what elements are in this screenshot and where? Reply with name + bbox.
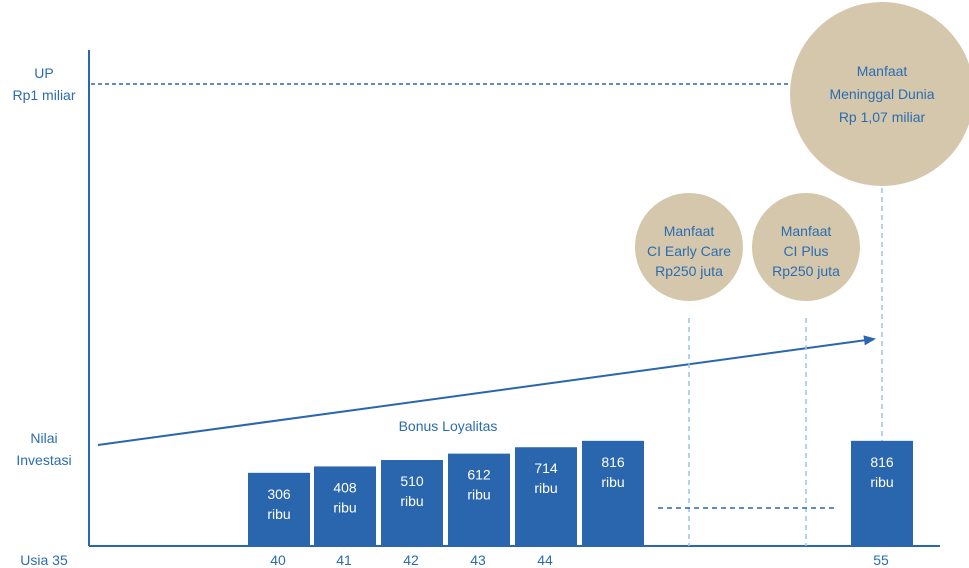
y-label-up-line1: UP bbox=[34, 65, 53, 81]
x-tick-42: 42 bbox=[403, 552, 419, 568]
bar-unit-label-40: ribu bbox=[267, 506, 290, 522]
bar-unit-label-42: ribu bbox=[400, 493, 423, 509]
bar-value-label-42: 510 bbox=[400, 473, 424, 489]
death-line3: Rp 1,07 miliar bbox=[839, 109, 926, 125]
bar-value-label-43: 612 bbox=[467, 467, 491, 483]
x-tick-43: 43 bbox=[470, 552, 486, 568]
ci-plus-line2: CI Plus bbox=[783, 243, 828, 259]
bar-value-label-40: 306 bbox=[267, 486, 291, 502]
x-tick-55: 55 bbox=[873, 552, 889, 568]
x-tick-44: 44 bbox=[537, 552, 553, 568]
death-line1: Manfaat bbox=[857, 63, 908, 79]
early-care-line2: CI Early Care bbox=[647, 243, 731, 259]
bar-unit-label-55: ribu bbox=[870, 474, 893, 490]
x-tick-41: 41 bbox=[336, 552, 352, 568]
y-label-up-line2: Rp1 miliar bbox=[12, 87, 75, 103]
y-label-nilai-line2: Investasi bbox=[16, 452, 71, 468]
x-label-start: Usia 35 bbox=[20, 552, 68, 568]
death-line2: Meninggal Dunia bbox=[829, 86, 934, 102]
bar-age-43 bbox=[448, 453, 510, 545]
bonus-title: Bonus Loyalitas bbox=[399, 418, 498, 434]
bar-value-label-55: 816 bbox=[870, 454, 894, 470]
benefit-circle-early-care: Manfaat CI Early Care Rp250 juta bbox=[635, 193, 743, 301]
bar-unit-label-41: ribu bbox=[333, 499, 356, 515]
x-tick-40: 40 bbox=[270, 552, 286, 568]
bar-age-41 bbox=[314, 466, 376, 545]
bar-value-label-41: 408 bbox=[333, 479, 357, 495]
bar-unit-label-43: ribu bbox=[467, 487, 490, 503]
ci-plus-line1: Manfaat bbox=[781, 223, 832, 239]
bar-age-42 bbox=[381, 460, 443, 545]
y-label-nilai-line1: Nilai bbox=[30, 430, 57, 446]
bar-unit-label-45: ribu bbox=[601, 474, 624, 490]
bonus-bars: 306 ribu 408 ribu 510 ribu 612 ribu 714 ribu 816 ri… bbox=[248, 440, 913, 545]
bar-value-label-44: 714 bbox=[534, 460, 558, 476]
bar-age-40 bbox=[248, 472, 310, 545]
benefit-circle-death: Manfaat Meninggal Dunia Rp 1,07 miliar bbox=[790, 2, 969, 186]
bar-age-45 bbox=[582, 440, 644, 545]
early-care-line1: Manfaat bbox=[664, 223, 715, 239]
bar-age-44 bbox=[515, 447, 577, 545]
early-care-line3: Rp250 juta bbox=[655, 263, 723, 279]
bar-age-55 bbox=[851, 440, 913, 545]
bar-value-label-45: 816 bbox=[601, 454, 625, 470]
ci-plus-line3: Rp250 juta bbox=[772, 263, 840, 279]
bar-unit-label-44: ribu bbox=[534, 480, 557, 496]
investment-growth-arrow bbox=[97, 335, 876, 446]
benefit-circle-ci-plus: Manfaat CI Plus Rp250 juta bbox=[752, 193, 860, 301]
